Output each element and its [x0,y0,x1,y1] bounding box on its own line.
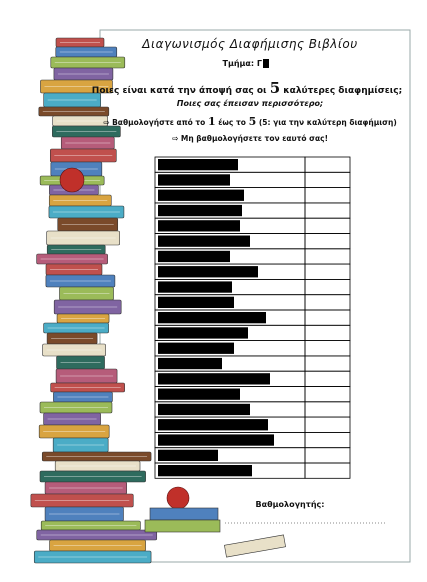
instruction: ⇨ Βαθμολογήστε από το 1 έως το 5 (5: για… [103,115,397,128]
table-cell [304,401,351,418]
instruction-text: ⇨ Μη βαθμολογήσετε τον εαυτό σας! [172,134,328,143]
table-cell [304,386,351,403]
table-cell [304,340,351,357]
instruction-text: (5: για την καλύτερη διαφήμιση) [259,118,397,127]
instruction-number: 1 [208,115,216,128]
table-cell [304,171,351,189]
redaction [158,281,232,293]
apple [166,486,190,510]
question-text: Ποιες είναι κατά την άποψή σας οι [92,85,267,96]
book [224,534,286,558]
question-number: 5 [270,79,280,97]
book [144,519,221,533]
class-label: Τμήμα: Γ [222,59,262,68]
redaction [158,220,240,232]
redaction [158,189,244,201]
page-frame [99,29,411,563]
redaction [158,204,242,217]
redaction [158,342,234,354]
redaction [158,296,234,308]
redaction [158,419,268,431]
title: Διαγωνισμός Διαφήμισης Βιβλίου [141,37,357,51]
redaction [158,250,230,263]
instruction-text: ⇨ Βαθμολογήστε από το [103,118,205,127]
table-cell [304,278,351,296]
question-text: καλύτερες διαφημίσεις; [283,85,402,96]
rating-table [154,156,351,479]
table-cell [304,263,351,280]
redaction [158,235,250,247]
redaction [158,403,250,416]
redaction [158,327,248,339]
table-cell [304,370,351,387]
table-cell [304,202,351,219]
table-cell [304,355,351,372]
table-cell [304,217,351,234]
table-cell [304,294,351,311]
table-cell [304,416,351,433]
redaction [158,159,238,171]
table-cell [304,187,351,204]
redaction [158,465,252,477]
book [149,507,219,521]
table-cell [304,324,351,341]
redaction [158,388,240,400]
table-cell [304,156,351,173]
redaction [158,434,274,446]
apple [59,167,85,193]
redaction [158,312,266,324]
book-stack-illustration [30,37,286,564]
redaction [158,449,218,461]
table-cell [304,431,351,449]
grader-label: Βαθμολογητής: [256,500,325,509]
instruction: ⇨ Μη βαθμολογήσετε τον εαυτό σας! [172,134,328,143]
redaction [263,59,269,68]
table-cell [304,233,351,250]
redaction [158,174,230,186]
instruction-text: έως το [218,118,246,127]
redaction [158,357,222,370]
subquestion: Ποιες σας έπεισαν περισσότερο; [177,98,323,108]
redaction [158,266,258,278]
table-cell [304,248,351,265]
table-cell [304,462,351,479]
class-line: Τμήμα: Γ [222,59,269,68]
table-cell [304,447,351,464]
instruction-number: 5 [249,115,257,128]
table-cell [304,309,351,326]
question: Ποιες είναι κατά την άποψή σας οι 5 καλύ… [92,79,402,97]
redaction [158,373,270,385]
